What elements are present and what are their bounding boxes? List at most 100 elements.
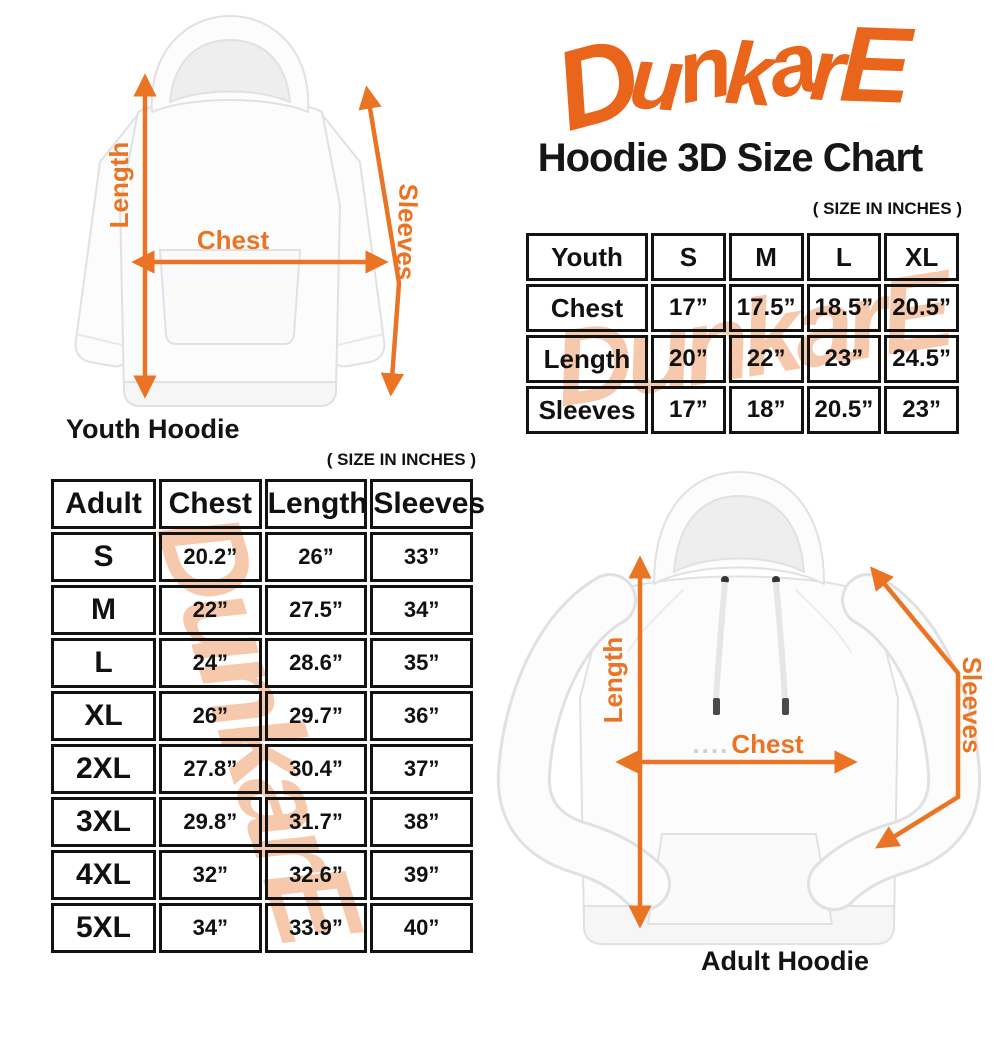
- table-row: 3XL 29.8” 31.7” 38”: [51, 797, 473, 847]
- cell-value: 26”: [159, 691, 262, 741]
- adult-size-units-note: ( SIZE IN INCHES ): [326, 450, 476, 469]
- cell-value: 40”: [370, 903, 473, 953]
- page-title: Hoodie 3D Size Chart: [537, 136, 924, 180]
- cell-value: 20”: [651, 335, 726, 383]
- cell-value: 28.6”: [264, 638, 368, 688]
- column-header: XL: [884, 233, 959, 281]
- cell-value: 38”: [370, 797, 473, 847]
- cell-value: 30.4”: [264, 744, 368, 794]
- cell-value: 24”: [159, 638, 262, 688]
- row-label: XL: [51, 691, 156, 741]
- column-header: Length: [264, 479, 368, 529]
- column-header: Chest: [159, 479, 262, 529]
- cell-value: 22”: [159, 585, 262, 635]
- adult-chest-label-wrap: .... Chest: [673, 728, 823, 760]
- adult-left-sleeve: [499, 576, 668, 908]
- row-label: M: [51, 585, 156, 635]
- cell-value: 26”: [264, 532, 368, 582]
- youth-hood-inner: [169, 39, 291, 103]
- cell-value: 17”: [651, 284, 726, 332]
- cell-value: 24.5”: [884, 335, 959, 383]
- row-label: Chest: [526, 284, 648, 332]
- youth-figure-caption: Youth Hoodie: [66, 414, 240, 444]
- adult-right-sleeve: [810, 576, 979, 908]
- table-row: Length 20” 22” 23” 24.5”: [526, 335, 959, 383]
- cell-value: 18”: [728, 386, 804, 434]
- youth-size-units-note: ( SIZE IN INCHES ): [812, 199, 962, 218]
- table-header-row: Youth S M L XL: [526, 233, 959, 281]
- cell-value: 33”: [370, 532, 473, 582]
- logo-letter: E: [837, 3, 908, 126]
- youth-length-label: Length: [103, 141, 134, 229]
- cell-value: 32.6”: [264, 850, 368, 900]
- table-row: Chest 17” 17.5” 18.5” 20.5”: [526, 284, 959, 332]
- row-label: 3XL: [51, 797, 156, 847]
- table-row: M 22” 27.5” 34”: [51, 585, 473, 635]
- cell-value: 29.7”: [264, 691, 368, 741]
- cell-value: 18.5”: [806, 284, 882, 332]
- column-header: S: [651, 233, 726, 281]
- cell-value: 17”: [651, 386, 726, 434]
- adult-sleeves-label: Sleeves: [957, 656, 988, 754]
- cell-value: 29.8”: [159, 797, 262, 847]
- cell-value: 34”: [370, 585, 473, 635]
- adult-length-label: Length: [597, 636, 628, 724]
- cell-value: 32”: [159, 850, 262, 900]
- row-label: Sleeves: [526, 386, 648, 434]
- cell-value: 31.7”: [264, 797, 368, 847]
- row-label: L: [51, 638, 156, 688]
- table-row: 4XL 32” 32.6” 39”: [51, 850, 473, 900]
- youth-hem-band: [123, 381, 337, 407]
- youth-hoodie-figure: Length Chest Sleeves Youth Hoodie: [0, 0, 460, 455]
- cell-value: 20.5”: [884, 284, 959, 332]
- chest-dotted-line: ....: [692, 728, 730, 759]
- row-label: S: [51, 532, 156, 582]
- row-label: Length: [526, 335, 648, 383]
- cell-value: 37”: [370, 744, 473, 794]
- cell-value: 17.5”: [728, 284, 804, 332]
- youth-size-table: Youth S M L XL Chest 17” 17.5” 18.5” 20.5” Length 2…: [523, 230, 962, 437]
- column-header: M: [728, 233, 804, 281]
- cell-value: 22”: [728, 335, 804, 383]
- cell-value: 33.9”: [264, 903, 368, 953]
- table-row: Sleeves 17” 18” 20.5” 23”: [526, 386, 959, 434]
- right-drawcord: [773, 581, 788, 701]
- cell-value: 23”: [884, 386, 959, 434]
- row-label: 5XL: [51, 903, 156, 953]
- table-header-row: Adult Chest Length Sleeves: [51, 479, 485, 529]
- youth-hoodie-illustration: [74, 15, 405, 407]
- table-row: S 20.2” 26” 33”: [51, 532, 473, 582]
- table-row: 5XL 34” 33.9” 40”: [51, 903, 473, 953]
- adult-arms: [496, 573, 982, 911]
- left-drawcord: [713, 581, 728, 701]
- table-corner-header: Adult: [51, 479, 156, 529]
- right-raglan-seam: [795, 589, 852, 653]
- adult-hood-inner: [673, 495, 805, 573]
- youth-chest-label: Chest: [196, 224, 270, 255]
- cell-value: 35”: [370, 638, 473, 688]
- cell-value: 20.2”: [159, 532, 262, 582]
- column-header: Sleeves: [370, 479, 485, 529]
- youth-measure-arrows: [131, 73, 405, 399]
- adult-measure-arrows: [615, 555, 961, 929]
- cell-value: 39”: [370, 850, 473, 900]
- table-row: 2XL 27.8” 30.4” 37”: [51, 744, 473, 794]
- column-header: L: [806, 233, 882, 281]
- adult-size-table: Adult Chest Length Sleeves S 20.2” 26” 33” M 22” 2…: [48, 476, 485, 956]
- adult-pocket: [647, 833, 833, 925]
- sleeves-arrow: [358, 85, 405, 397]
- adult-hoodie-illustration: [496, 471, 982, 945]
- cell-value: 23”: [806, 335, 882, 383]
- cell-value: 36”: [370, 691, 473, 741]
- adult-figure-caption: Adult Hoodie: [701, 946, 869, 976]
- cell-value: 20.5”: [806, 386, 882, 434]
- row-label: 2XL: [51, 744, 156, 794]
- youth-left-cuff: [75, 333, 131, 348]
- cell-value: 27.8”: [159, 744, 262, 794]
- row-label: 4XL: [51, 850, 156, 900]
- cell-value: 34”: [159, 903, 262, 953]
- adult-chest-label: Chest: [731, 728, 804, 759]
- table-row: XL 26” 29.7” 36”: [51, 691, 473, 741]
- cell-value: 27.5”: [264, 585, 368, 635]
